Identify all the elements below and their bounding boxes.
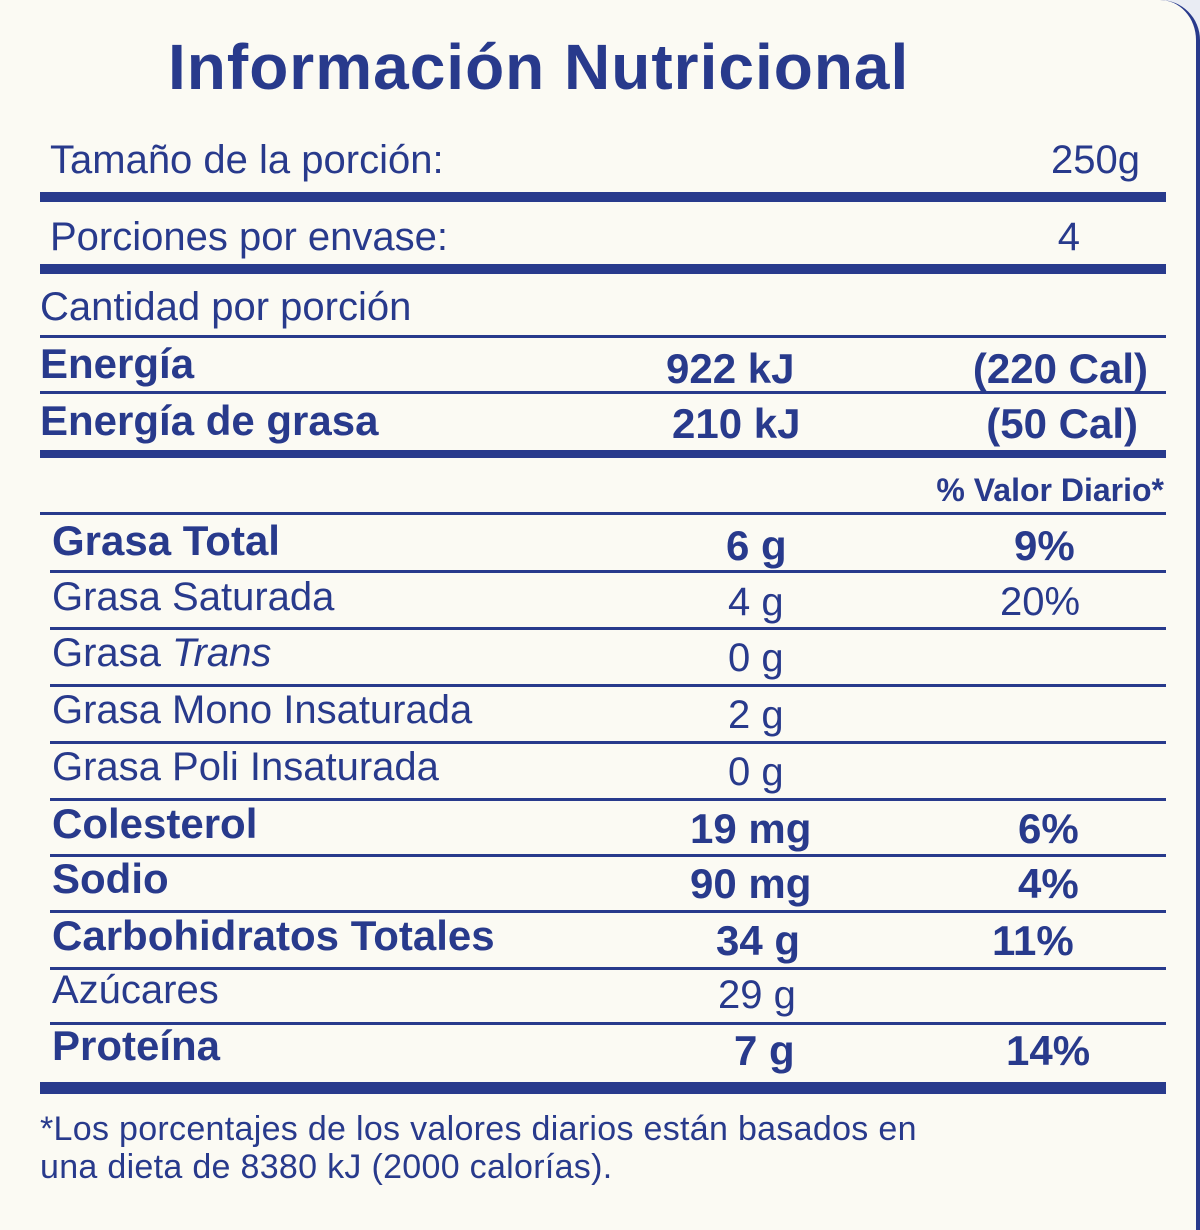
divider-thin <box>50 854 1166 857</box>
divider-thin <box>50 1022 1166 1025</box>
serving-size-label: Tamaño de la porción: <box>50 138 444 182</box>
label-title: Información Nutricional <box>168 31 910 103</box>
poly-fat-label: Grasa Poli Insaturada <box>52 745 439 789</box>
divider-thick <box>40 450 1166 458</box>
total-fat-label: Grasa Total <box>52 517 280 564</box>
sat-fat-label: Grasa Saturada <box>52 575 335 619</box>
total-fat-dv: 9% <box>1014 522 1075 569</box>
trans-fat-label-italic: Trans <box>172 631 272 675</box>
trans-fat-label-prefix: Grasa <box>52 631 173 675</box>
divider-thick <box>40 1082 1166 1094</box>
amount-per-serving-label: Cantidad por porción <box>40 285 412 329</box>
divider-thin <box>40 335 1166 338</box>
protein-dv: 14% <box>1006 1027 1091 1074</box>
protein-label: Proteína <box>52 1022 221 1069</box>
sodium-amount: 90 mg <box>690 860 812 907</box>
mono-fat-label: Grasa Mono Insaturada <box>52 688 473 732</box>
energy-kj: 922 kJ <box>666 345 795 392</box>
energy-fat-cal: (50 Cal) <box>986 400 1138 447</box>
divider-thin <box>50 684 1166 687</box>
mono-fat-amount: 2 g <box>728 693 784 737</box>
divider-thin <box>50 570 1166 573</box>
carbs-label: Carbohidratos Totales <box>52 912 495 959</box>
servings-per-container-value: 4 <box>1057 215 1080 259</box>
cholesterol-amount: 19 mg <box>690 805 812 852</box>
sugars-label: Azúcares <box>52 968 219 1012</box>
trans-fat-amount: 0 g <box>728 636 784 680</box>
daily-value-header: % Valor Diario* <box>936 472 1164 508</box>
sat-fat-amount: 4 g <box>728 580 784 624</box>
footnote: *Los porcentajes de los valores diarios … <box>40 1110 917 1186</box>
divider-thin <box>40 391 1166 394</box>
energy-fat-label: Energía de grasa <box>40 397 379 444</box>
trans-fat-label: Grasa Trans <box>52 631 271 676</box>
protein-amount: 7 g <box>734 1027 795 1074</box>
energy-cal: (220 Cal) <box>972 345 1148 392</box>
divider-thick <box>40 264 1166 274</box>
divider-thin <box>50 910 1166 913</box>
carbs-dv: 11% <box>992 917 1074 964</box>
divider-thin <box>40 512 1166 515</box>
poly-fat-amount: 0 g <box>728 750 784 794</box>
cholesterol-label: Colesterol <box>52 800 258 847</box>
servings-per-container-label: Porciones por envase: <box>50 215 449 259</box>
serving-size-value: 250g <box>1051 138 1140 182</box>
sat-fat-dv: 20% <box>1000 580 1081 624</box>
footnote-line-2: una dieta de 8380 kJ (2000 calorías). <box>40 1148 613 1186</box>
total-fat-amount: 6 g <box>726 522 787 569</box>
cholesterol-dv: 6% <box>1018 805 1079 852</box>
divider-thin <box>50 741 1166 744</box>
divider-thin <box>50 798 1166 801</box>
energy-label: Energía <box>40 340 195 387</box>
divider-thick <box>40 192 1166 202</box>
sugars-amount: 29 g <box>718 973 796 1017</box>
divider-thin <box>50 627 1166 630</box>
carbs-amount: 34 g <box>716 917 801 964</box>
sodium-label: Sodio <box>52 855 169 902</box>
sodium-dv: 4% <box>1018 860 1079 907</box>
footnote-line-1: *Los porcentajes de los valores diarios … <box>40 1110 917 1148</box>
divider-thin <box>50 967 1166 970</box>
energy-fat-kj: 210 kJ <box>672 400 801 447</box>
